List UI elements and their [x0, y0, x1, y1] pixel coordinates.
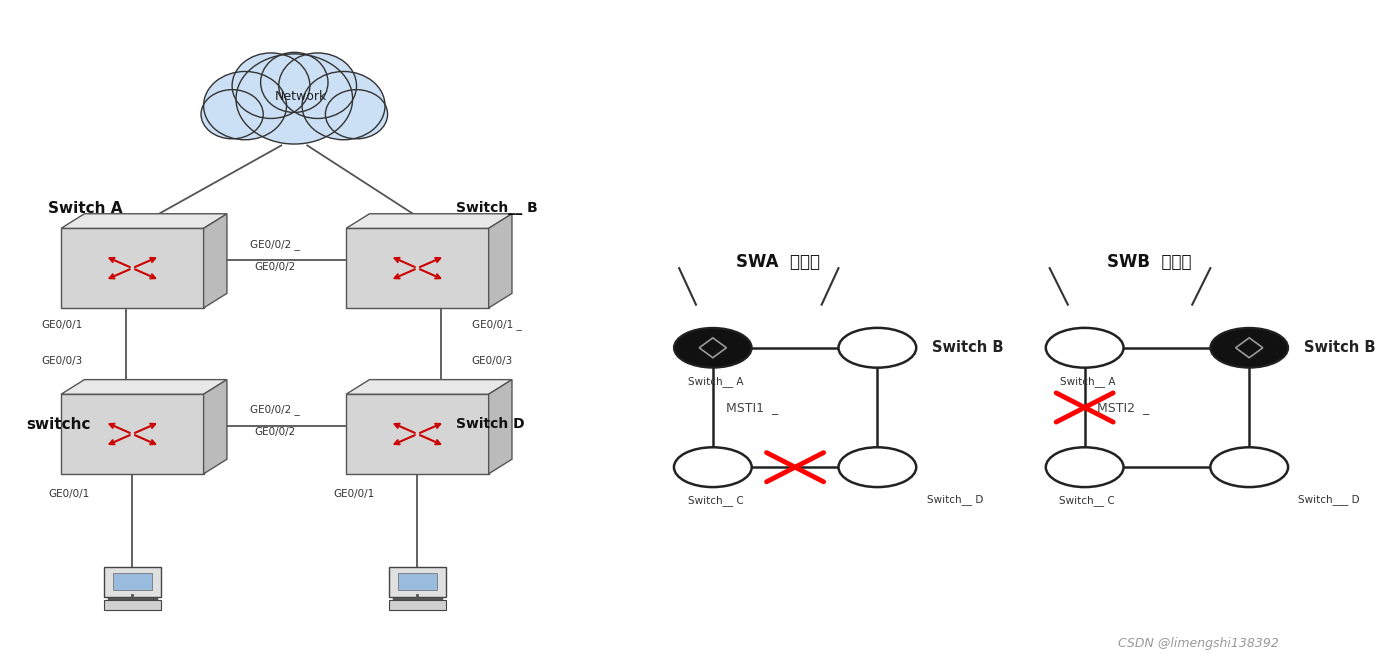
Text: MSTI1  _: MSTI1 _: [726, 401, 778, 414]
Ellipse shape: [233, 53, 310, 118]
Circle shape: [673, 328, 752, 368]
Text: GE0/0/2: GE0/0/2: [255, 427, 296, 438]
Polygon shape: [204, 214, 227, 308]
Text: GE0/0/1: GE0/0/1: [333, 489, 375, 498]
Polygon shape: [346, 379, 512, 394]
Text: Switch__ A: Switch__ A: [687, 375, 744, 387]
Circle shape: [673, 448, 752, 487]
Text: MSTI2  _: MSTI2 _: [1097, 401, 1150, 414]
Ellipse shape: [302, 72, 386, 140]
Ellipse shape: [204, 72, 286, 140]
FancyBboxPatch shape: [103, 600, 161, 611]
Polygon shape: [61, 379, 227, 394]
Text: Switch B: Switch B: [1304, 341, 1376, 355]
Text: GE0/0/3: GE0/0/3: [472, 356, 514, 366]
Text: GE0/0/2 _: GE0/0/2 _: [251, 405, 300, 415]
Text: Switch__ B: Switch__ B: [456, 201, 538, 215]
FancyBboxPatch shape: [388, 567, 446, 597]
Text: Switch A: Switch A: [48, 201, 123, 216]
Polygon shape: [204, 379, 227, 474]
Circle shape: [1210, 328, 1287, 368]
Polygon shape: [61, 214, 227, 228]
Circle shape: [1210, 448, 1287, 487]
Circle shape: [1045, 448, 1124, 487]
Text: switchc: switchc: [26, 417, 91, 432]
FancyBboxPatch shape: [103, 567, 161, 597]
Polygon shape: [346, 214, 512, 228]
Text: GE0/0/1: GE0/0/1: [41, 320, 83, 330]
Text: Switch__ C: Switch__ C: [687, 495, 744, 506]
Ellipse shape: [201, 90, 263, 138]
Circle shape: [839, 328, 916, 368]
Polygon shape: [489, 379, 512, 474]
Text: CSDN @limengshi138392: CSDN @limengshi138392: [1118, 637, 1279, 650]
Text: SWB  为根桥: SWB 为根桥: [1107, 252, 1191, 270]
FancyBboxPatch shape: [113, 573, 151, 590]
Text: SWA  为根桥: SWA 为根桥: [735, 252, 819, 270]
Text: GE0/0/2: GE0/0/2: [255, 262, 296, 272]
Text: Network: Network: [274, 90, 326, 104]
FancyBboxPatch shape: [388, 600, 446, 611]
Polygon shape: [346, 228, 489, 308]
Text: Switch__ D: Switch__ D: [927, 494, 983, 504]
Text: GE0/0/1: GE0/0/1: [48, 489, 90, 498]
Text: Switch__ C: Switch__ C: [1059, 495, 1115, 506]
Text: Switch___ D: Switch___ D: [1299, 494, 1360, 504]
Circle shape: [839, 448, 916, 487]
Text: GE0/0/3: GE0/0/3: [41, 356, 83, 366]
Polygon shape: [489, 214, 512, 308]
Text: Switch__ A: Switch__ A: [1059, 375, 1115, 387]
Ellipse shape: [235, 54, 353, 144]
Circle shape: [1045, 328, 1124, 368]
Text: GE0/0/2 _: GE0/0/2 _: [251, 239, 300, 250]
Polygon shape: [61, 394, 204, 474]
Ellipse shape: [325, 90, 387, 138]
Ellipse shape: [278, 53, 357, 118]
Text: GE0/0/1 _: GE0/0/1 _: [472, 319, 522, 330]
FancyBboxPatch shape: [398, 573, 437, 590]
Text: Switch D: Switch D: [456, 417, 525, 431]
Polygon shape: [346, 394, 489, 474]
Ellipse shape: [260, 52, 328, 112]
Polygon shape: [61, 228, 204, 308]
Text: Switch B: Switch B: [932, 341, 1004, 355]
